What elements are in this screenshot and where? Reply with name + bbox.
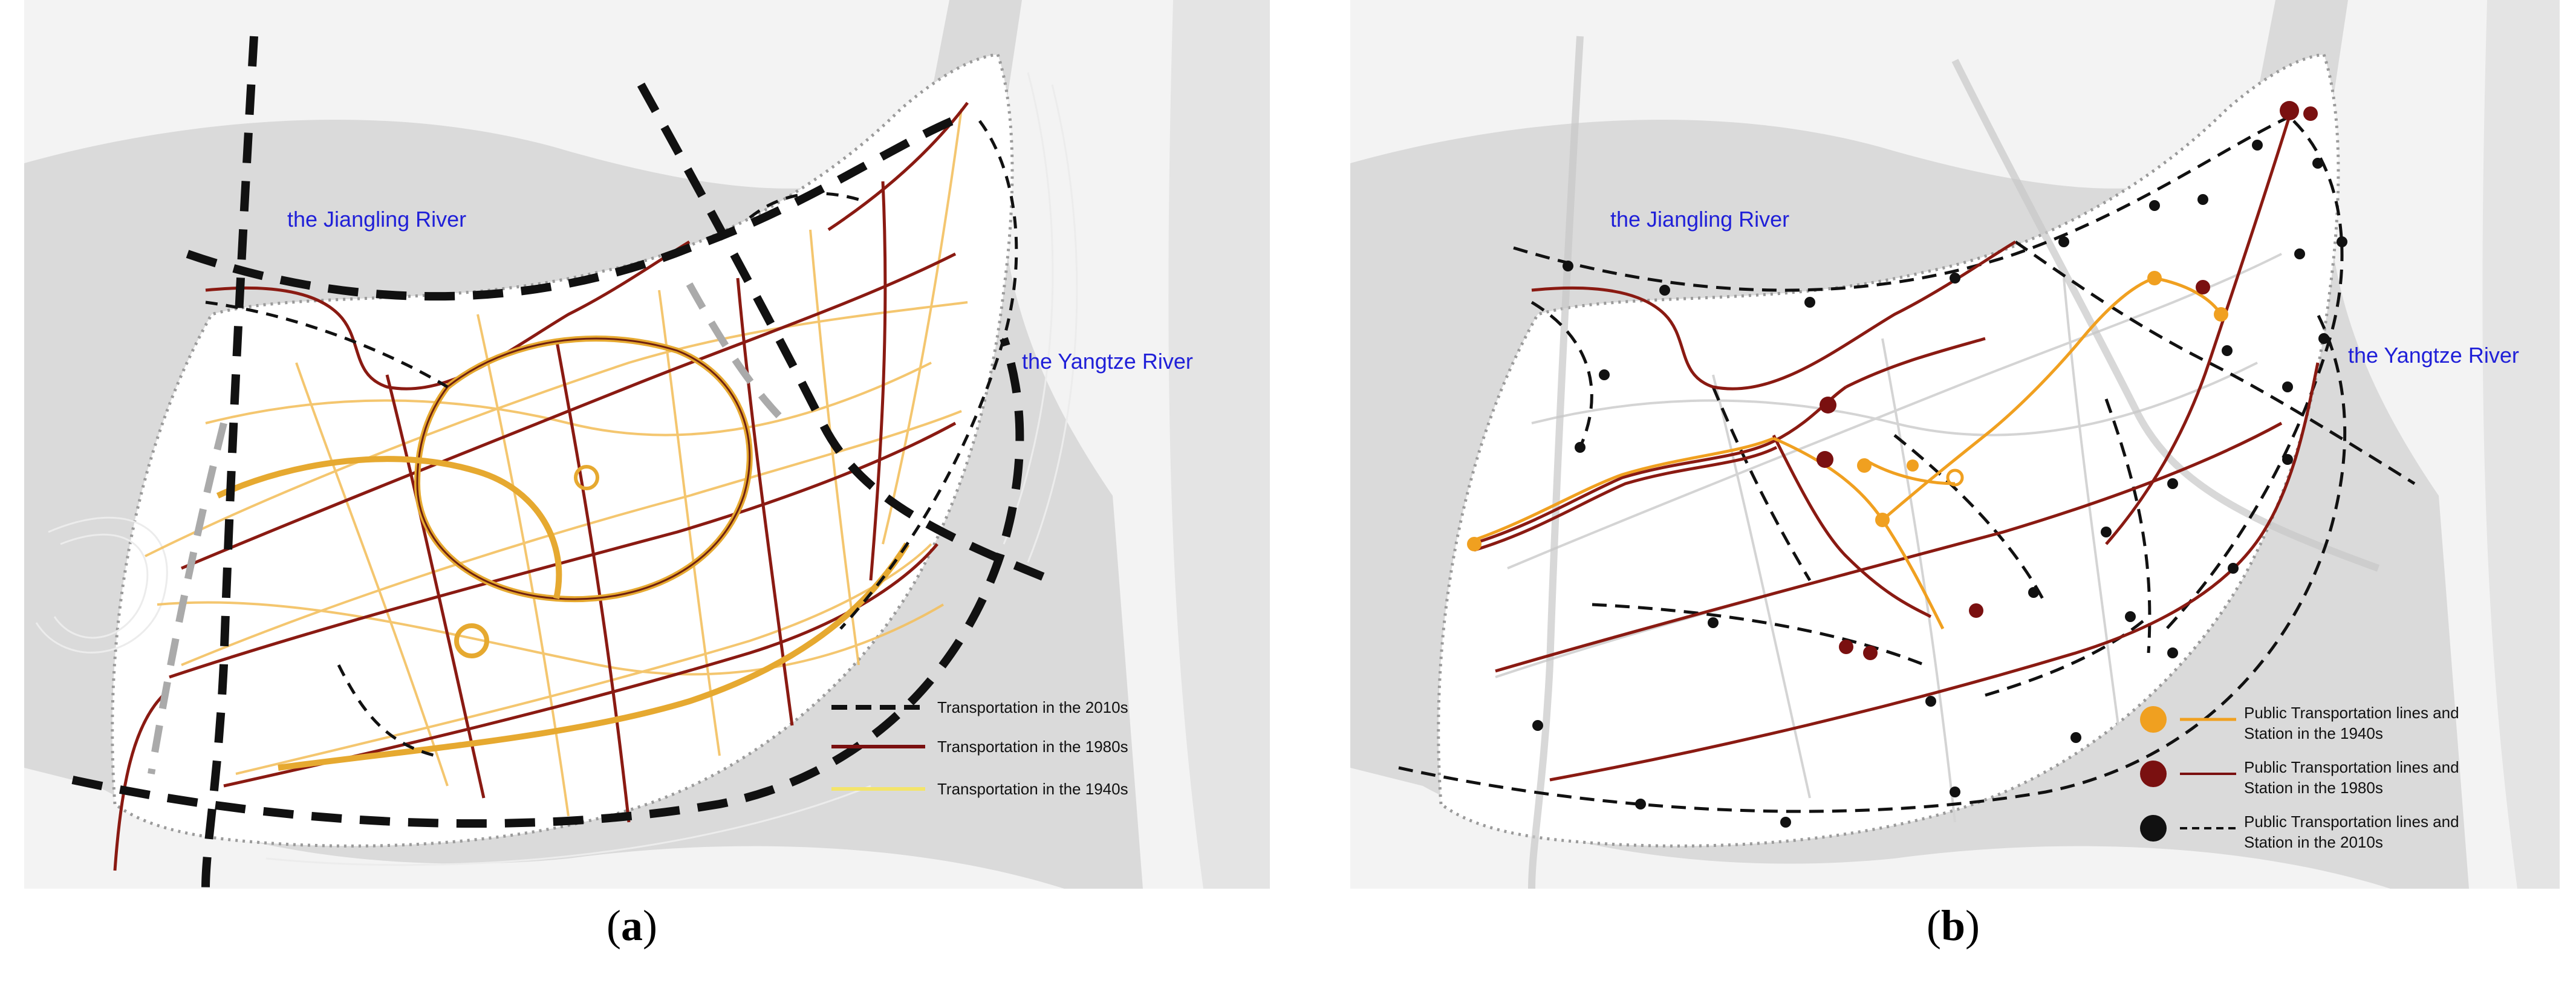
map-panel-a: the Jiangling River the Yangtze River Tr…	[24, 0, 1270, 889]
caption-b: (b)	[1926, 901, 1980, 950]
legend-label-2010s-line1: Public Transportation lines and	[2244, 813, 2459, 831]
legend-label-1940s-line2: Station in the 1940s	[2244, 724, 2383, 742]
roads-2010s	[71, 36, 1054, 889]
map-panel-b: the Jiangling River the Yangtze River Pu…	[1350, 0, 2560, 889]
legend-label-1980s-line2: Station in the 1980s	[2244, 779, 2383, 797]
river-label-jiangling: the Jiangling River	[287, 207, 466, 232]
legend-dot-1940s	[2140, 706, 2167, 733]
caption-letter-b: b	[1940, 901, 1966, 950]
caption-a: (a)	[607, 901, 657, 950]
roads-2010s-minor	[205, 120, 1018, 758]
roads-2010s-grey	[148, 282, 789, 774]
legend-dot-2010s	[2140, 815, 2167, 842]
legend-b: Public Transportation lines and Station …	[2140, 704, 2459, 851]
peninsula-land	[1437, 53, 2340, 848]
legend-label-1940s-line1: Public Transportation lines and	[2244, 704, 2459, 722]
grey-corridors	[1528, 36, 2380, 889]
river-label-yangtze: the Yangtze River	[2348, 343, 2519, 368]
legend-dot-1980s	[2140, 761, 2167, 787]
bus-lines-2010s	[1398, 113, 2416, 813]
legend-a: Transportation in the 2010s Transportati…	[831, 698, 1128, 798]
caption-letter-a: a	[621, 901, 643, 950]
legend-label-1980s-line1: Public Transportation lines and	[2244, 758, 2459, 776]
legend-label-2010s-line2: Station in the 2010s	[2244, 833, 2383, 851]
yangtze-channel	[1168, 0, 1270, 889]
legend-label-2010s: Transportation in the 2010s	[937, 698, 1128, 716]
stations-1980s	[1817, 101, 2318, 660]
legend-label-1940s: Transportation in the 1940s	[937, 780, 1128, 798]
peninsula-land	[111, 53, 1014, 848]
stations-2010s	[1532, 140, 2347, 828]
ring-roads	[216, 336, 910, 771]
bus-lines-1980s	[1471, 102, 2320, 782]
legend-label-1980s: Transportation in the 1980s	[937, 738, 1128, 756]
river-label-yangtze: the Yangtze River	[1022, 349, 1193, 374]
river-label-jiangling: the Jiangling River	[1610, 207, 1789, 232]
yangtze-channel	[2482, 0, 2560, 889]
bus-lines-1940s	[1471, 276, 2223, 630]
contour-lines	[35, 72, 1078, 866]
stations-1940s	[1467, 271, 2228, 551]
